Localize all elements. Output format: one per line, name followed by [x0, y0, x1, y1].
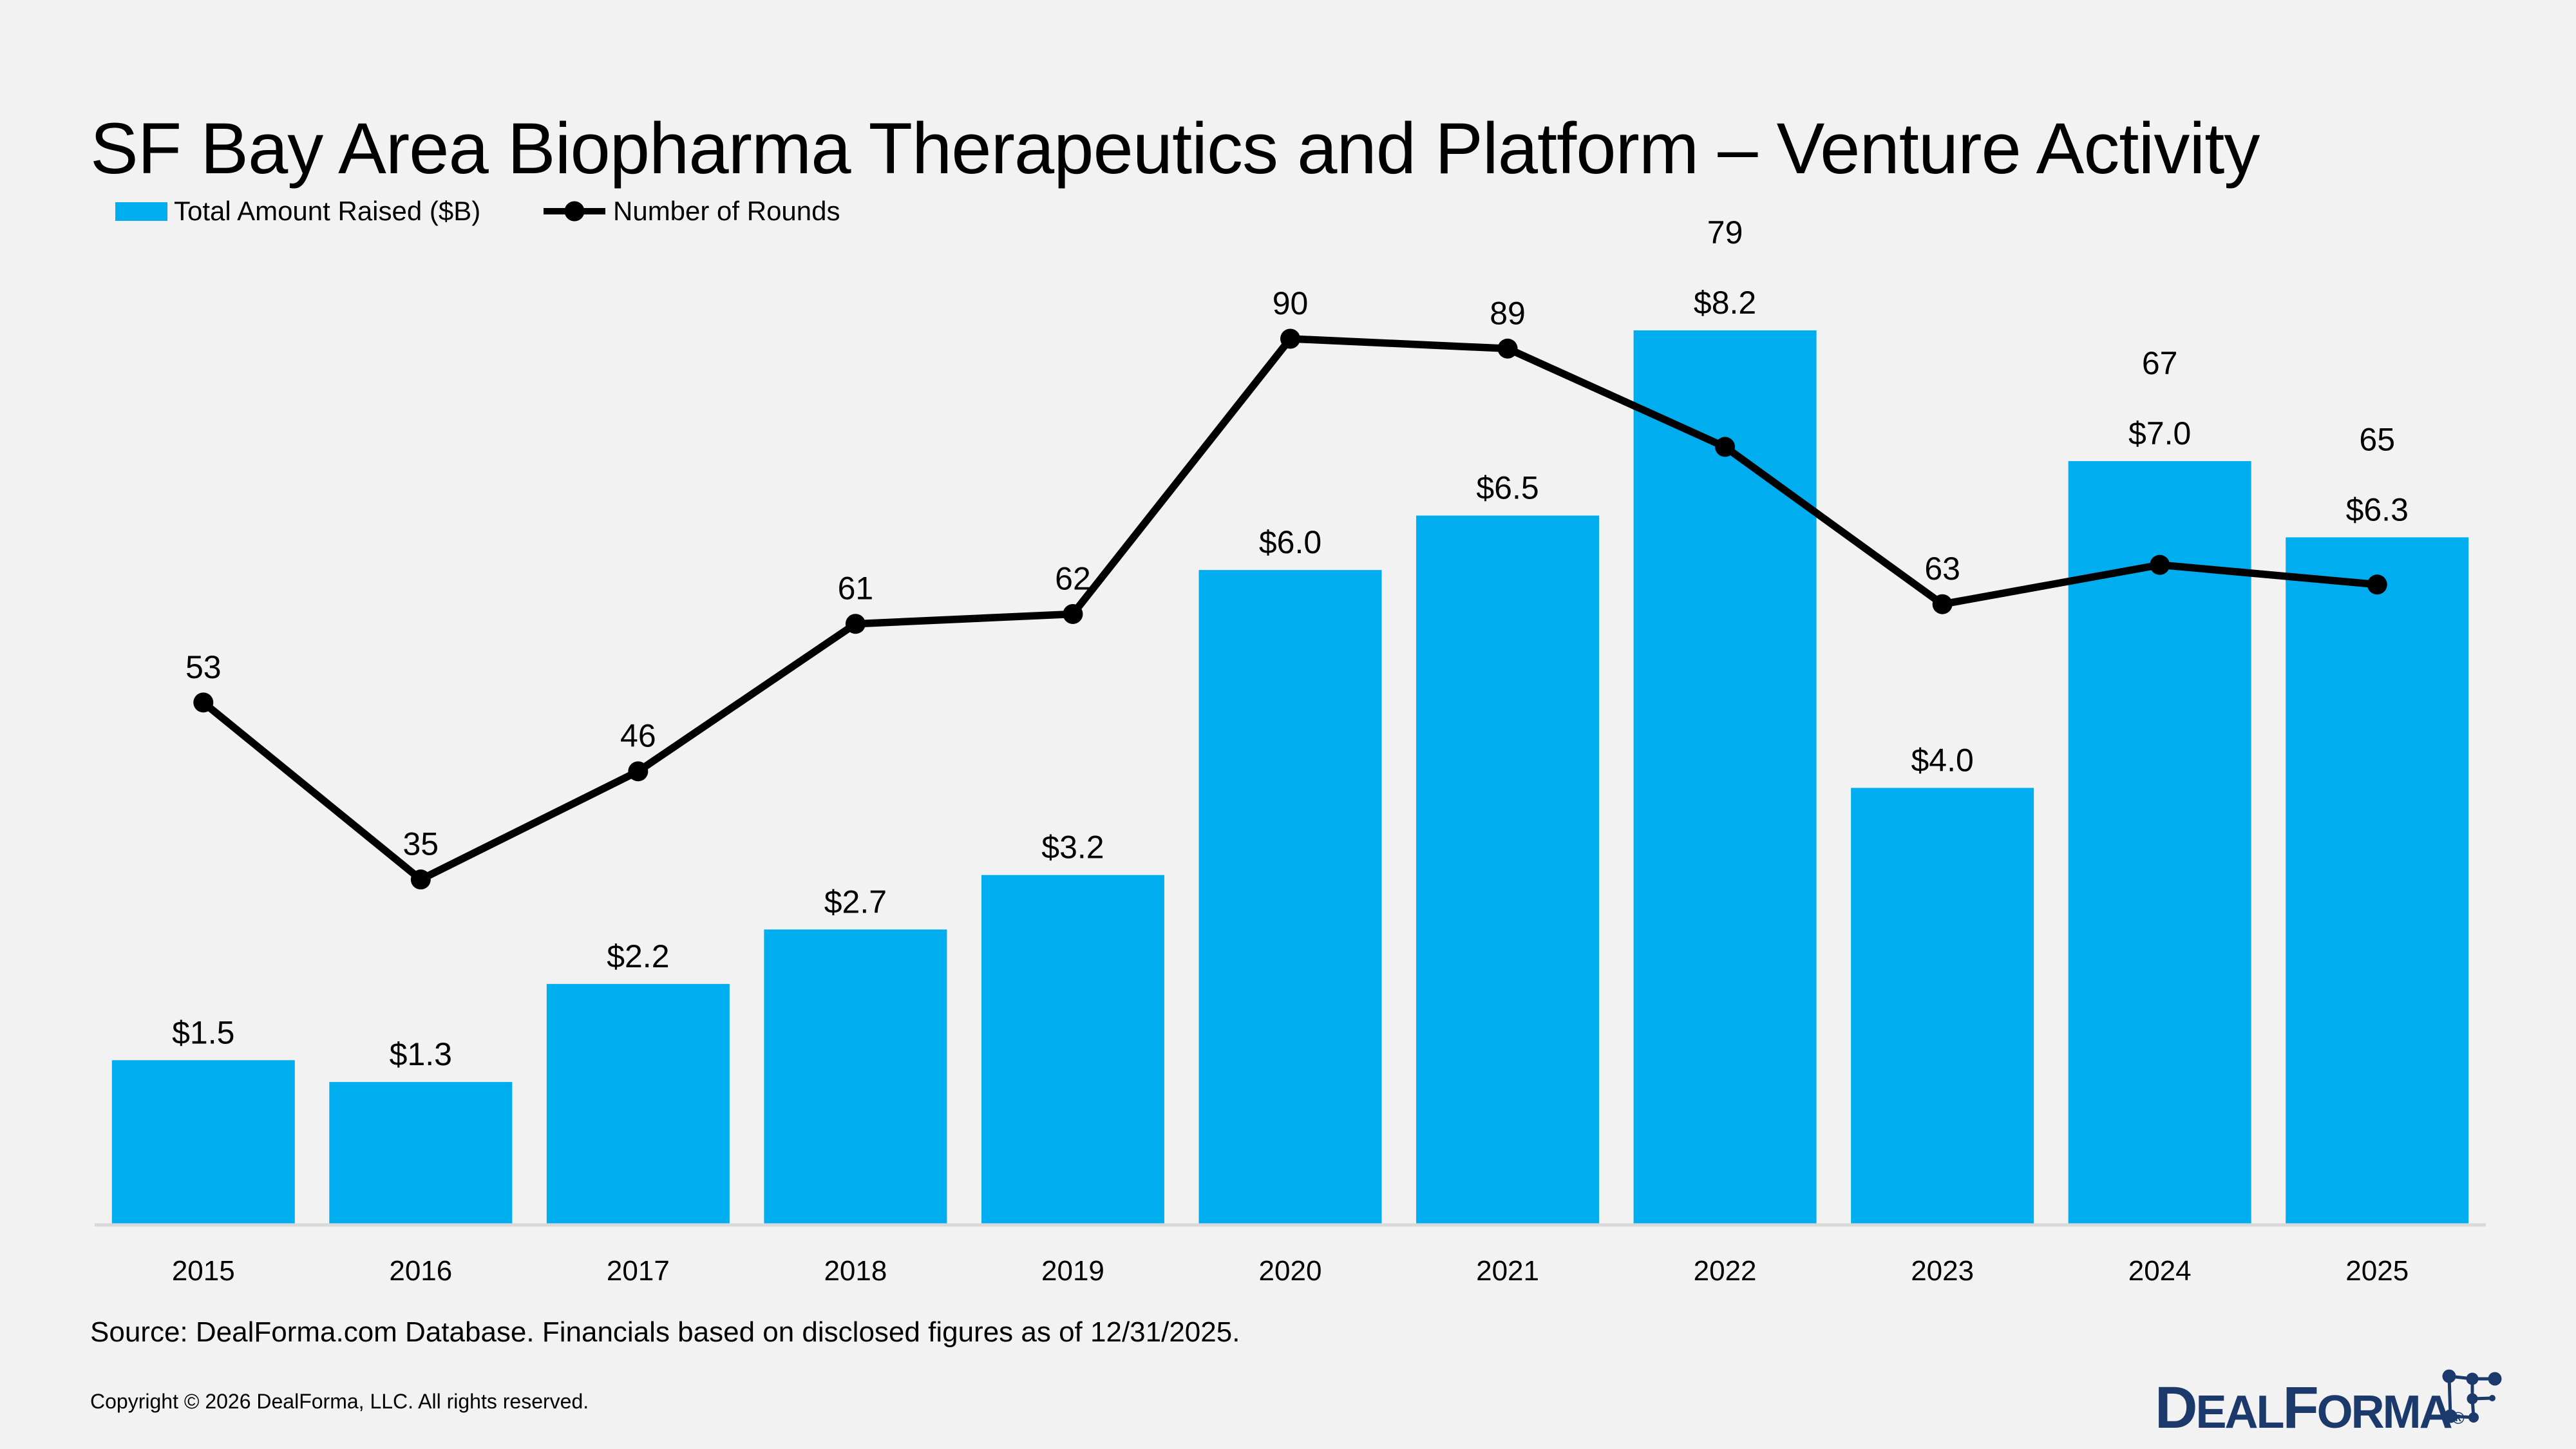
- logo-node: [2488, 1372, 2502, 1386]
- line-value-label-2017: 46: [620, 718, 656, 754]
- line-point-2018: [845, 614, 866, 634]
- bar-value-label-2019: $3.2: [1041, 829, 1104, 866]
- line-point-2022: [1715, 437, 1736, 457]
- bar-2020: [1198, 570, 1382, 1224]
- legend-line-label: Number of Rounds: [613, 196, 840, 226]
- bar-value-label-2024: $7.0: [2128, 415, 2191, 451]
- x-axis-label-2016: 2016: [389, 1255, 452, 1287]
- bar-2025: [2286, 537, 2469, 1224]
- bar-2015: [111, 1060, 295, 1224]
- line-point-2023: [1932, 594, 1953, 614]
- copyright-note: Copyright © 2026 DealForma, LLC. All rig…: [90, 1390, 589, 1413]
- x-axis-label-2025: 2025: [2345, 1255, 2409, 1287]
- line-point-2024: [2150, 554, 2170, 575]
- bar-value-label-2022: $8.2: [1694, 285, 1756, 321]
- source-note: Source: DealForma.com Database. Financia…: [90, 1316, 1240, 1348]
- dealforma-molecule-icon: [2442, 1369, 2502, 1423]
- bar-2024: [2068, 460, 2251, 1224]
- bar-value-label-2015: $1.5: [172, 1014, 234, 1050]
- x-axis-label-2018: 2018: [824, 1255, 887, 1287]
- line-point-2021: [1497, 338, 1518, 359]
- line-value-label-2016: 35: [403, 826, 439, 862]
- line-point-2020: [1280, 328, 1300, 349]
- bar-2019: [981, 875, 1164, 1224]
- line-point-2015: [193, 692, 214, 713]
- logo-node: [2443, 1409, 2458, 1423]
- line-value-label-2023: 63: [1924, 551, 1960, 587]
- bar-value-label-2025: $6.3: [2346, 491, 2409, 527]
- logo-node: [2468, 1412, 2479, 1423]
- x-axis-label-2024: 2024: [2128, 1255, 2192, 1287]
- legend-bar-swatch: [115, 202, 167, 221]
- line-value-label-2022: 79: [1707, 214, 1743, 251]
- line-value-label-2024: 67: [2142, 345, 2178, 381]
- x-axis-label-2019: 2019: [1041, 1255, 1104, 1287]
- x-axis-label-2022: 2022: [1694, 1255, 1757, 1287]
- bar-value-label-2020: $6.0: [1259, 524, 1321, 560]
- logo-node: [2467, 1393, 2478, 1405]
- logo-icon-nodes: [2442, 1369, 2502, 1423]
- logo-node: [2489, 1395, 2496, 1401]
- x-axis-label-2015: 2015: [172, 1255, 235, 1287]
- line-value-label-2020: 90: [1273, 285, 1309, 321]
- bar-value-label-2023: $4.0: [1911, 742, 1973, 778]
- legend-line-marker-icon: [544, 201, 605, 222]
- bar-2016: [329, 1082, 513, 1224]
- x-axis-label-2020: 2020: [1259, 1255, 1322, 1287]
- bar-value-label-2017: $2.2: [607, 938, 669, 974]
- x-axis-label-2021: 2021: [1476, 1255, 1539, 1287]
- legend: Total Amount Raised ($B) Number of Round…: [0, 197, 2576, 225]
- bar-2018: [764, 929, 947, 1224]
- logo-letters-eal: EAL: [2195, 1387, 2284, 1438]
- bar-value-label-2021: $6.5: [1476, 470, 1539, 506]
- line-value-label-2019: 62: [1055, 560, 1091, 596]
- bar-2022: [1633, 330, 1817, 1224]
- bar-2021: [1416, 515, 1600, 1224]
- page-title: SF Bay Area Biopharma Therapeutics and P…: [90, 108, 2260, 189]
- line-point-2017: [628, 761, 649, 782]
- line-value-label-2018: 61: [838, 571, 874, 607]
- x-axis-label-2017: 2017: [607, 1255, 670, 1287]
- line-point-2025: [2367, 574, 2387, 595]
- logo-node: [2466, 1372, 2479, 1385]
- line-point-2016: [410, 869, 431, 890]
- bar-2023: [1851, 788, 2034, 1224]
- dealforma-logo: DEALFORMA®: [2155, 1378, 2465, 1437]
- line-value-label-2021: 89: [1490, 295, 1526, 331]
- line-value-label-2025: 65: [2359, 421, 2395, 457]
- logo-node: [2442, 1369, 2456, 1383]
- logo-letters-orma: ORMA: [2316, 1387, 2453, 1438]
- bar-value-label-2016: $1.3: [390, 1036, 452, 1072]
- logo-letter-d: D: [2155, 1375, 2197, 1441]
- line-point-2019: [1063, 603, 1083, 624]
- line-value-label-2015: 53: [185, 649, 222, 685]
- logo-letter-f: F: [2282, 1375, 2318, 1441]
- legend-line-point-sample: [564, 201, 585, 222]
- legend-bar-label: Total Amount Raised ($B): [174, 196, 481, 226]
- bar-2017: [546, 983, 730, 1224]
- bar-value-label-2018: $2.7: [824, 884, 887, 920]
- x-axis-label-2023: 2023: [1911, 1255, 1974, 1287]
